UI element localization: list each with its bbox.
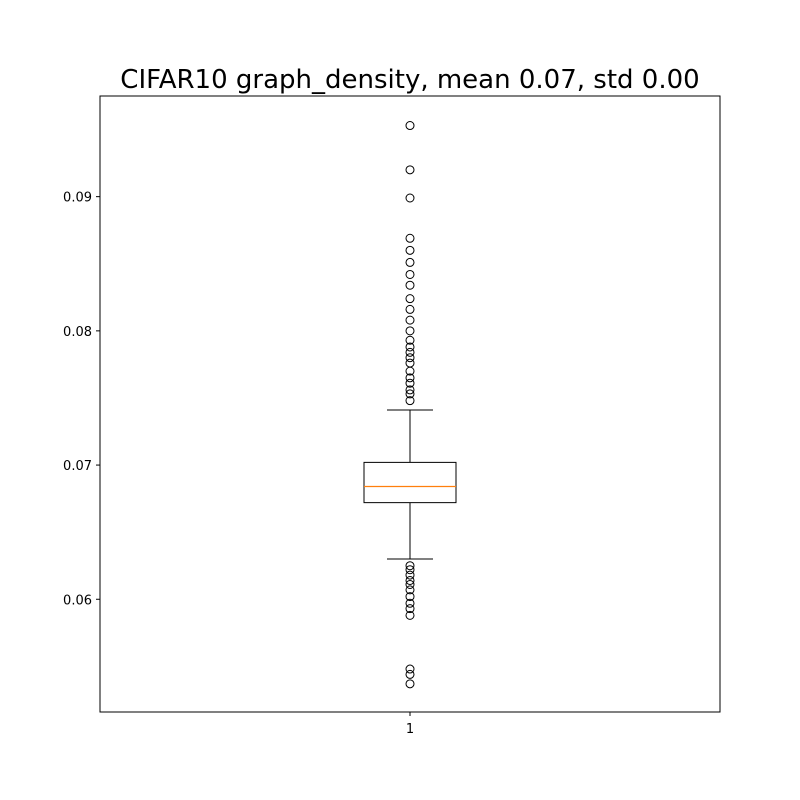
outlier-point bbox=[405, 257, 415, 267]
outlier-point bbox=[405, 585, 415, 595]
outlier-point bbox=[405, 335, 415, 345]
outlier-point bbox=[405, 389, 415, 399]
outlier-point bbox=[405, 245, 415, 255]
outlier-point bbox=[405, 570, 415, 580]
outlier-point bbox=[405, 294, 415, 304]
y-tick-label: 0.09 bbox=[63, 191, 92, 206]
outlier-point bbox=[405, 373, 415, 383]
outlier-point bbox=[405, 604, 415, 614]
outlier-point bbox=[405, 679, 415, 689]
outlier-point bbox=[405, 358, 415, 368]
iqr-box bbox=[363, 461, 457, 504]
chart-title: CIFAR10 graph_density, mean 0.07, std 0.… bbox=[120, 65, 699, 95]
outlier-point bbox=[405, 326, 415, 336]
outlier-point bbox=[405, 575, 415, 585]
outlier-point bbox=[405, 233, 415, 243]
outlier-point bbox=[405, 269, 415, 279]
outlier-point bbox=[405, 592, 415, 602]
outlier-point bbox=[405, 664, 415, 674]
outlier-point bbox=[405, 396, 415, 406]
y-axis: 0.06 0.07 0.08 0.09 bbox=[63, 191, 100, 608]
x-axis: 1 bbox=[406, 712, 414, 737]
outlier-point bbox=[405, 598, 415, 608]
y-tick-label: 0.07 bbox=[63, 459, 92, 474]
outlier-point bbox=[405, 565, 415, 575]
outlier-point bbox=[405, 342, 415, 352]
outlier-point bbox=[405, 347, 415, 357]
outlier-point bbox=[405, 385, 415, 395]
outlier-point bbox=[405, 280, 415, 290]
outlier-point bbox=[405, 165, 415, 175]
outlier-point bbox=[405, 580, 415, 590]
outlier-point bbox=[405, 315, 415, 325]
outlier-point bbox=[405, 193, 415, 203]
outlier-point bbox=[405, 304, 415, 314]
outlier-point bbox=[405, 121, 415, 131]
outlier-point bbox=[405, 353, 415, 363]
outlier-point bbox=[405, 561, 415, 571]
y-tick-label: 0.06 bbox=[63, 593, 92, 608]
x-tick-label: 1 bbox=[406, 722, 414, 737]
boxplot-series bbox=[363, 121, 457, 689]
outlier-point bbox=[405, 669, 415, 679]
y-tick-label: 0.08 bbox=[63, 325, 92, 340]
outlier-point bbox=[405, 378, 415, 388]
outlier-point bbox=[405, 610, 415, 620]
